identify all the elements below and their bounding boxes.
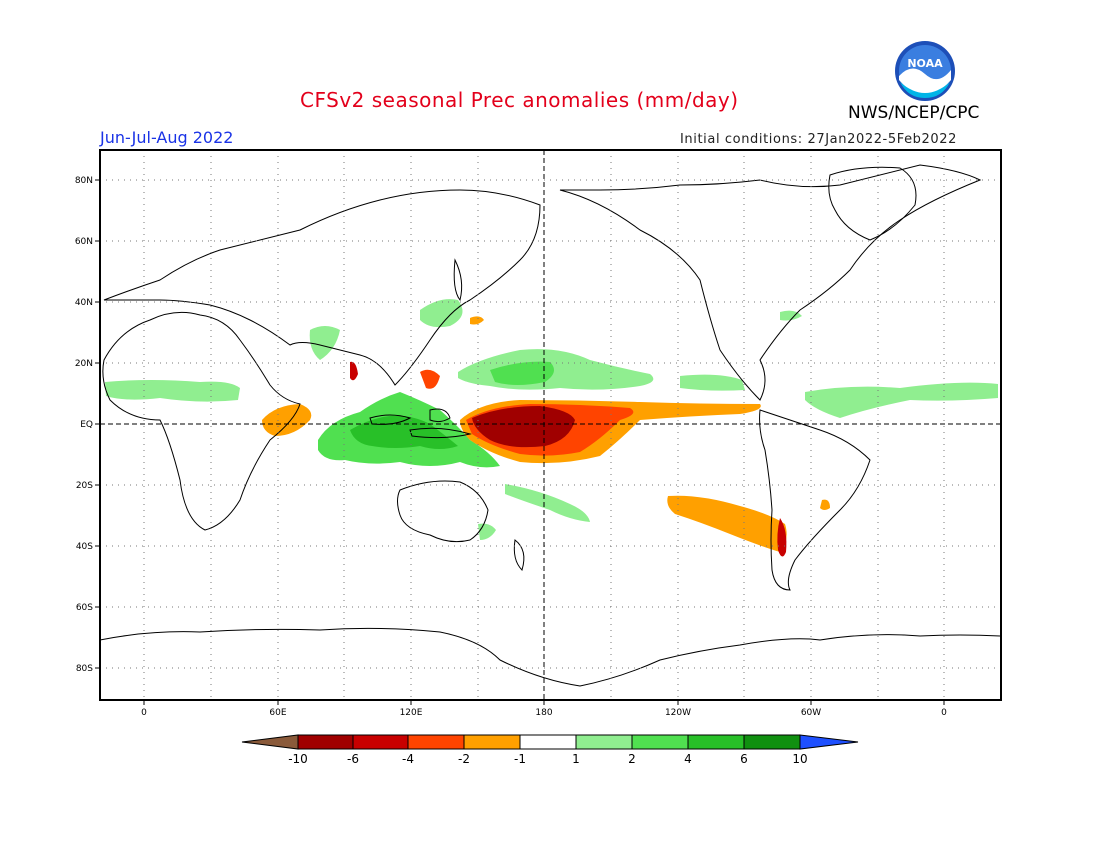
colorbar-label: 6 — [740, 752, 748, 766]
colorbar-label: -4 — [402, 752, 414, 766]
colorbar-label: 1 — [572, 752, 580, 766]
lat-label: 40N — [75, 298, 93, 308]
anomaly-shading — [105, 299, 998, 557]
tropical-atlantic-wet-region — [805, 382, 998, 418]
colorbar-bin — [297, 734, 354, 750]
bay-bengal-wet-region — [309, 326, 340, 360]
pacific-dry-core — [472, 406, 575, 448]
lat-label: 80S — [76, 664, 93, 674]
sahel-wet-region — [105, 380, 240, 402]
lon-label: 120E — [400, 708, 423, 718]
philippines-dry-spot — [420, 369, 440, 389]
lat-label: EQ — [80, 420, 93, 430]
lon-label: 180 — [535, 708, 552, 718]
indochina-dry-spot — [350, 361, 358, 381]
africa-coast — [102, 311, 301, 531]
north-pacific-wet-core — [490, 361, 554, 385]
south-china-sea-wet-region — [420, 299, 463, 328]
colorbar-bin — [407, 734, 465, 750]
japan-dry-spot — [470, 316, 484, 325]
agency-label: NWS/NCEP/CPC — [848, 103, 980, 123]
south-pacific-dry-band — [667, 495, 787, 552]
colorbar: -10 -6 -4 -2 -1 1 2 4 6 10 — [241, 734, 859, 766]
colorbar-label: 4 — [684, 752, 692, 766]
eurasia-coast — [103, 189, 541, 386]
initial-conditions-label: Initial conditions: 27Jan2022-5Feb2022 — [680, 132, 958, 147]
east-africa-dry-region — [262, 404, 312, 436]
lat-label: 40S — [76, 542, 93, 552]
lat-label: 20S — [76, 481, 93, 491]
lat-label: 20N — [75, 359, 93, 369]
season-label: Jun-Jul-Aug 2022 — [100, 128, 234, 147]
lon-label: 0 — [941, 708, 947, 718]
colorbar-label: 2 — [628, 752, 636, 766]
colorbar-bin — [631, 734, 689, 750]
lat-label: 80N — [75, 176, 93, 186]
colorbar-label: -10 — [288, 752, 308, 766]
coastlines — [99, 164, 1001, 687]
chile-dry-core — [777, 518, 787, 557]
lat-label: 60S — [76, 603, 93, 613]
colorbar-label: -6 — [347, 752, 359, 766]
colorbar-bin — [519, 734, 577, 750]
lat-axis: 80N 60N 40N 20N EQ 20S 40S 60S 80S — [75, 176, 100, 674]
lon-axis: 0 60E 120E 180 120W 60W 0 — [141, 700, 947, 718]
colorbar-bin — [352, 734, 409, 750]
lon-label: 120W — [665, 708, 691, 718]
noaa-logo: NOAA — [895, 41, 955, 101]
lon-label: 60E — [269, 708, 286, 718]
colorbar-right-arrow — [799, 734, 859, 750]
greenland-coast — [828, 166, 917, 241]
grid-lines — [100, 150, 1001, 700]
brazil-dry-spot — [820, 499, 830, 510]
lon-label: 60W — [801, 708, 821, 718]
colorbar-left-arrow — [241, 734, 299, 750]
south-america-coast — [759, 409, 871, 591]
logo-text: NOAA — [907, 57, 943, 70]
colorbar-bin — [687, 734, 745, 750]
colorbar-label: -2 — [458, 752, 470, 766]
japan-islands — [453, 258, 463, 302]
australia-east-wet — [478, 523, 496, 540]
colorbar-bin — [575, 734, 633, 750]
map-frame — [99, 149, 1002, 701]
colorbar-bin — [463, 734, 521, 750]
antarctica-coast — [99, 627, 1001, 687]
australia-coast — [397, 480, 489, 543]
colorbar-label: 10 — [792, 752, 807, 766]
colorbar-bin — [743, 734, 801, 750]
spcz-wet-band — [505, 484, 590, 522]
lat-label: 60N — [75, 237, 93, 247]
chart-title: CFSv2 seasonal Prec anomalies (mm/day) — [300, 88, 739, 112]
colorbar-label: -1 — [514, 752, 526, 766]
north-america-coast — [559, 164, 982, 401]
lon-label: 0 — [141, 708, 147, 718]
new-zealand-islands — [513, 539, 525, 571]
caribbean-wet-region — [680, 374, 745, 391]
